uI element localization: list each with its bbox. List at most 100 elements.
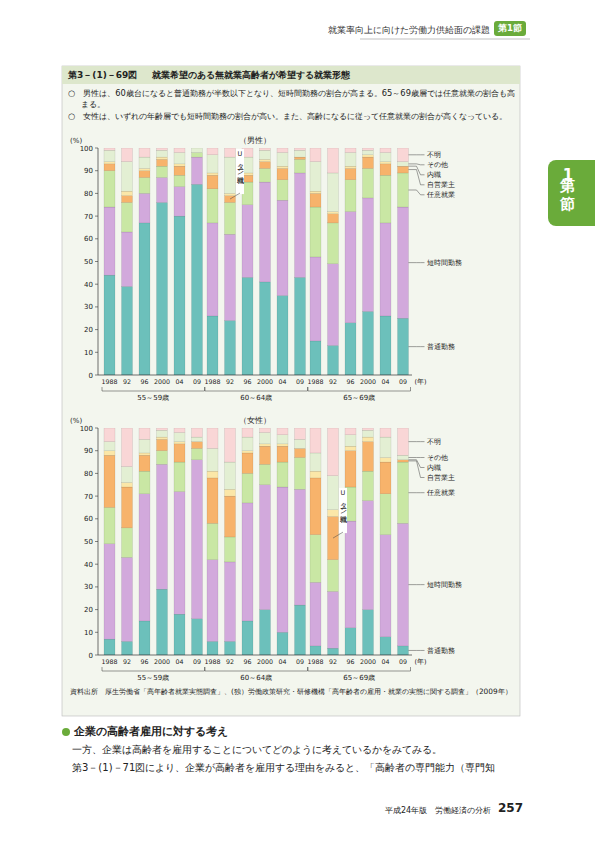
bar-segment — [225, 562, 236, 641]
bar-segment — [310, 646, 321, 655]
figure-number: 第3－(1)－69図 — [68, 69, 137, 82]
group-label: 65～69歳 — [343, 394, 375, 402]
bar-segment — [310, 207, 321, 257]
legend-label: 普通勤務 — [427, 646, 455, 655]
y-tick — [95, 193, 98, 194]
legend-label: 任意就業 — [426, 191, 455, 199]
bar-segment — [174, 492, 185, 615]
y-tick — [95, 148, 98, 149]
bar-segment — [260, 433, 271, 444]
bar-segment — [310, 478, 321, 535]
bar-segment — [345, 428, 356, 435]
bar-segment — [122, 232, 133, 286]
bar-segment — [192, 153, 203, 158]
bar-segment — [310, 428, 321, 453]
bar-segment — [192, 460, 203, 619]
y-tick — [95, 518, 98, 519]
y-tick-label: 60 — [84, 235, 93, 243]
bar-segment — [207, 316, 218, 375]
bar-segment — [260, 464, 271, 484]
bar-segment — [310, 341, 321, 375]
bar-segment — [122, 162, 133, 192]
side-tab — [548, 160, 595, 226]
bar-segment — [207, 155, 218, 173]
legend-leader — [409, 346, 425, 347]
y-tick — [95, 586, 98, 587]
figure-title-bar — [62, 66, 520, 84]
bars — [104, 148, 409, 375]
bar-segment — [328, 517, 339, 560]
bar-segment — [242, 503, 253, 621]
bar-segment — [295, 605, 306, 655]
bar-segment — [295, 159, 306, 173]
y-tick — [95, 284, 98, 285]
legend-leader — [409, 584, 425, 585]
bar-segment — [104, 171, 115, 207]
y-tick — [95, 306, 98, 307]
bar-segment — [242, 277, 253, 375]
bar-segment — [139, 157, 150, 168]
bar-segment — [104, 428, 115, 442]
y-tick — [95, 564, 98, 565]
group-bracket — [205, 387, 308, 391]
bar-segment — [380, 494, 391, 535]
y-tick-label: 90 — [84, 167, 93, 175]
bar-segment — [104, 639, 115, 655]
bar-segment — [225, 537, 236, 562]
bar-segment — [104, 162, 115, 164]
x-tick-label: 09 — [296, 378, 304, 385]
bar-segment — [398, 428, 409, 455]
bar-segment — [328, 212, 339, 214]
bar-segment — [398, 162, 409, 167]
x-axis — [98, 655, 412, 656]
x-tick-label: 2000 — [257, 378, 273, 385]
y-tick — [95, 655, 98, 656]
bar-segment — [225, 496, 236, 537]
annotation: Uターン就職 — [236, 150, 244, 184]
bar-segment — [380, 535, 391, 637]
bar-segment — [277, 428, 288, 435]
bar-segment — [328, 510, 339, 517]
bar-segment — [345, 168, 356, 179]
bar-segment — [122, 428, 133, 467]
annotation-leader — [333, 532, 343, 538]
x-label: (年) — [415, 658, 427, 666]
legend-label: 内職 — [427, 171, 441, 179]
bar-segment — [207, 175, 218, 189]
bar-segment — [260, 168, 271, 182]
bar-segment — [295, 173, 306, 277]
bullet: ○ 女性は、いずれの年齢層でも短時間勤務の割合が高い。また、高齢になるに従って任… — [68, 111, 521, 122]
bar-segment — [277, 435, 288, 444]
bar-segment — [207, 189, 218, 223]
y-tick-label: 20 — [84, 606, 93, 614]
bar-segment — [363, 437, 374, 442]
bar-segment — [122, 641, 133, 655]
x-tick-label: 96 — [140, 378, 148, 385]
bar-segment — [174, 148, 185, 153]
bar-segment — [104, 207, 115, 275]
x-tick-label: 96 — [243, 658, 251, 665]
bar-segment — [277, 153, 288, 167]
bar-segment — [225, 489, 236, 496]
y-tick-label: 20 — [84, 326, 93, 334]
bar-segment — [207, 173, 218, 175]
bar-segment — [380, 164, 391, 175]
bar-segment — [310, 471, 321, 478]
group-label: 60～64歳 — [240, 674, 272, 682]
bar-segment — [242, 621, 253, 655]
y-tick-label: 60 — [84, 515, 93, 523]
bar-segment — [242, 453, 253, 473]
bar-segment — [122, 557, 133, 641]
bar-segment — [122, 196, 133, 203]
bar-segment — [363, 610, 374, 655]
y-tick — [95, 609, 98, 610]
bar-segment — [139, 439, 150, 453]
x-tick-label: 1988 — [307, 378, 323, 385]
x-tick-label: 09 — [399, 378, 407, 385]
bar-segment — [345, 153, 356, 167]
x-tick-label: 04 — [278, 378, 286, 385]
bar-segment — [122, 191, 133, 196]
legend-leader — [409, 650, 425, 651]
bar-segment — [398, 646, 409, 655]
bar-segment — [277, 166, 288, 168]
